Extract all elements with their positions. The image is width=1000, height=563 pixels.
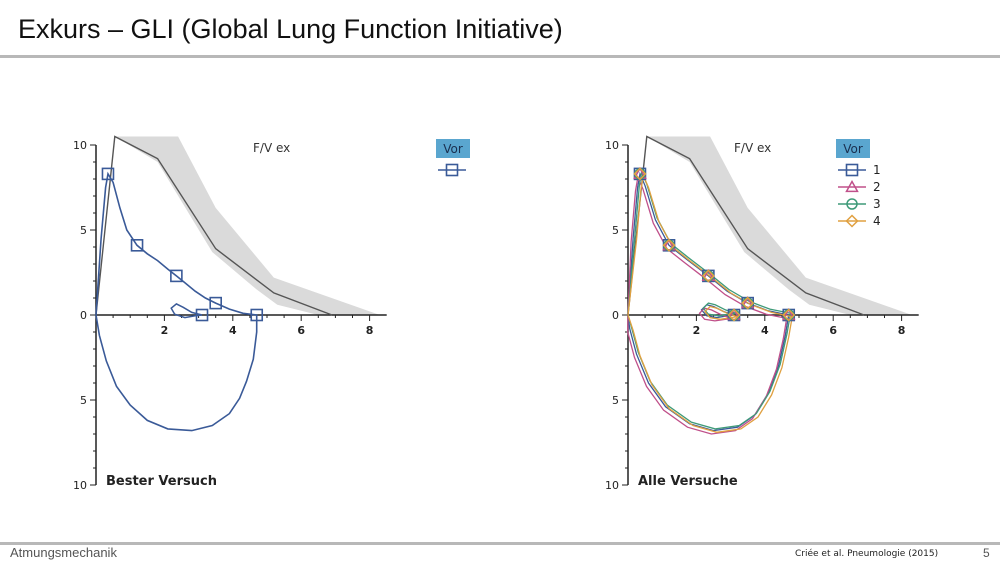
predicted-line bbox=[95, 135, 333, 316]
legend-label: 3 bbox=[873, 197, 881, 211]
axes bbox=[90, 144, 387, 486]
x-tick-label: 2 bbox=[693, 324, 701, 337]
reference-range-band bbox=[646, 136, 912, 315]
legend-marker bbox=[845, 179, 859, 193]
legend-marker bbox=[445, 163, 459, 177]
series-loop bbox=[704, 305, 738, 320]
reference-line-layer bbox=[627, 135, 865, 316]
y-tick-label: 5 bbox=[80, 224, 87, 237]
series-line bbox=[627, 171, 790, 432]
reference-band-layer bbox=[114, 136, 380, 315]
reference-line-layer bbox=[95, 135, 333, 316]
series-marker bbox=[782, 308, 796, 322]
series-marker bbox=[195, 308, 209, 322]
y-tick-label: 5 bbox=[612, 224, 619, 237]
tick-label-layer: 10 5 0 5 10 2 4 6 8 bbox=[73, 139, 373, 492]
legend-title: Vor bbox=[443, 142, 463, 156]
x-tick-label: 6 bbox=[829, 324, 837, 337]
predicted-line bbox=[627, 135, 865, 316]
series-marker bbox=[741, 296, 755, 310]
legend-label: 1 bbox=[873, 163, 881, 177]
legend-marker bbox=[846, 198, 858, 210]
legend: Vor 1 2 3 4 bbox=[836, 139, 881, 228]
y-tick-label: 10 bbox=[73, 139, 87, 152]
reference-range-band bbox=[114, 136, 380, 315]
legend: Vor bbox=[436, 139, 470, 177]
y-tick-label: 0 bbox=[80, 309, 87, 322]
legend-label: 2 bbox=[873, 180, 881, 194]
citation: Criée et al. Pneumologie (2015) bbox=[795, 549, 939, 559]
y-tick-label: 10 bbox=[605, 479, 619, 492]
tick-label-layer: 10 5 0 5 10 2 4 6 8 bbox=[605, 139, 905, 492]
legend-title-box bbox=[836, 139, 870, 158]
legend-title-box bbox=[436, 139, 470, 158]
chart-title: F/V ex bbox=[734, 141, 771, 155]
series-marker bbox=[101, 167, 115, 181]
series-marker bbox=[727, 308, 741, 322]
series-marker bbox=[209, 296, 222, 310]
panel-label: Bester Versuch bbox=[106, 474, 217, 489]
page-number: 5 bbox=[983, 546, 990, 560]
legend-marker bbox=[845, 163, 859, 177]
x-tick-label: 8 bbox=[366, 324, 374, 337]
slide-title: Exkurs – GLI (Global Lung Function Initi… bbox=[18, 14, 563, 44]
panel-label: Alle Versuche bbox=[638, 474, 738, 489]
title-divider bbox=[0, 55, 1000, 58]
x-tick-label: 4 bbox=[761, 324, 769, 337]
series-marker bbox=[662, 238, 676, 252]
chart-title: F/V ex bbox=[253, 141, 290, 155]
x-tick-label: 2 bbox=[161, 324, 169, 337]
series-line bbox=[95, 171, 258, 432]
series-loop bbox=[698, 307, 733, 322]
y-tick-label: 5 bbox=[612, 394, 619, 407]
x-tick-label: 6 bbox=[297, 324, 305, 337]
y-tick-label: 5 bbox=[80, 394, 87, 407]
series-marker bbox=[170, 269, 183, 283]
series-marker bbox=[633, 167, 647, 181]
series-marker bbox=[250, 308, 264, 322]
legend-marker bbox=[845, 214, 859, 228]
flow-volume-chart-best: 10 5 0 5 10 2 4 6 8 F/V ex Bester Versuch Vor bbox=[73, 135, 470, 492]
footer-section-label: Atmungsmechanik bbox=[10, 545, 117, 560]
series-line bbox=[627, 175, 788, 435]
y-tick-label: 10 bbox=[605, 139, 619, 152]
reference-band-layer bbox=[646, 136, 912, 315]
legend-label: 4 bbox=[873, 214, 881, 228]
y-tick-label: 10 bbox=[73, 479, 87, 492]
x-tick-label: 4 bbox=[229, 324, 237, 337]
series-marker bbox=[130, 239, 144, 252]
legend-title: Vor bbox=[843, 142, 863, 156]
footer-divider bbox=[0, 542, 1000, 545]
y-tick-label: 0 bbox=[612, 309, 619, 322]
series-layer bbox=[627, 166, 796, 435]
series-layer bbox=[95, 167, 264, 432]
x-tick-label: 8 bbox=[898, 324, 906, 337]
flow-volume-chart-all: 10 5 0 5 10 2 4 6 8 F/V ex Alle Versuche Vor 1 2 3 4 bbox=[605, 135, 919, 492]
series-loop bbox=[170, 303, 203, 319]
series-loop bbox=[702, 302, 736, 317]
series-marker bbox=[701, 269, 715, 283]
